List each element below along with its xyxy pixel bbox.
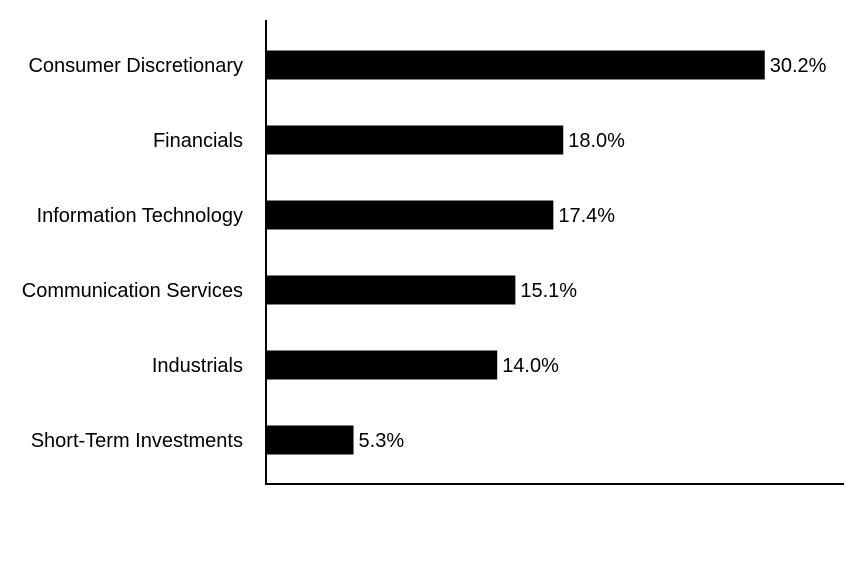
- labels-group: Consumer Discretionary 30.2% Financials 18.…: [22, 55, 827, 452]
- data-label: 15.1%: [520, 280, 577, 302]
- data-label: 30.2%: [770, 55, 827, 77]
- data-label: 14.0%: [502, 355, 559, 377]
- category-label: Consumer Discretionary: [28, 55, 243, 77]
- bars-group: [266, 50, 765, 455]
- bar: [266, 275, 516, 305]
- category-label: Communication Services: [22, 280, 243, 302]
- data-label: 5.3%: [359, 430, 405, 452]
- category-label: Short-Term Investments: [31, 430, 243, 452]
- bar: [266, 425, 354, 455]
- bar: [266, 125, 564, 155]
- category-label: Information Technology: [37, 205, 243, 227]
- bar: [266, 50, 765, 80]
- bar: [266, 200, 554, 230]
- bar: [266, 350, 498, 380]
- data-label: 18.0%: [568, 130, 625, 152]
- category-label: Financials: [153, 130, 243, 152]
- data-label: 17.4%: [558, 205, 615, 227]
- category-label: Industrials: [152, 355, 243, 377]
